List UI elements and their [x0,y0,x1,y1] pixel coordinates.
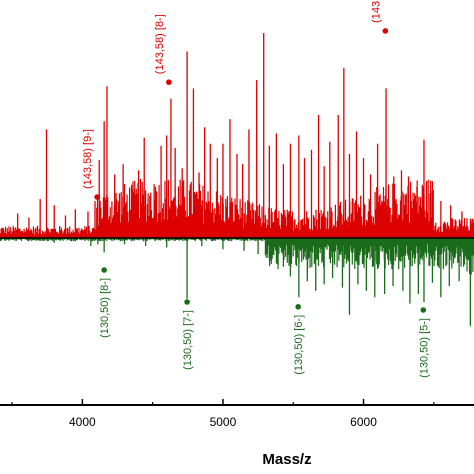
axes-frame [0,404,474,406]
peak-annotations: (143,58) [9-](143,58) [8-](143,58) [7-](… [82,0,430,378]
x-axis-ticks: 4000 5000 6000 [11,399,435,429]
x-tick-label: 4000 [69,415,96,429]
lower-peak-marker [184,299,190,305]
upper-peak-marker [382,28,389,34]
lower-peak-label: (130,50) [8-] [99,278,111,338]
upper-peak-label: (143,58) [9-] [82,129,94,189]
upper-spectrum-peaks [17,33,473,238]
lower-peak-label: (130,50) [5-] [418,318,430,378]
x-tick-label: 6000 [350,415,377,429]
lower-peak-label: (130,50) [7-] [182,310,194,370]
x-axis-title: Mass/z [262,451,311,468]
plot-frame [0,404,474,406]
upper-peak-label: (143,58) [6-] [370,0,382,23]
upper-peak-marker [166,79,172,85]
lower-peak-marker [101,267,107,273]
plot-area [0,33,474,326]
upper-peak-label: (143,58) [8-] [154,14,166,74]
lower-peak-marker [420,307,427,313]
lower-peak-marker [295,304,301,310]
x-tick-label: 5000 [210,415,237,429]
upper-peak-marker [94,194,100,200]
lower-peak-label: (130,50) [6-] [293,315,305,375]
